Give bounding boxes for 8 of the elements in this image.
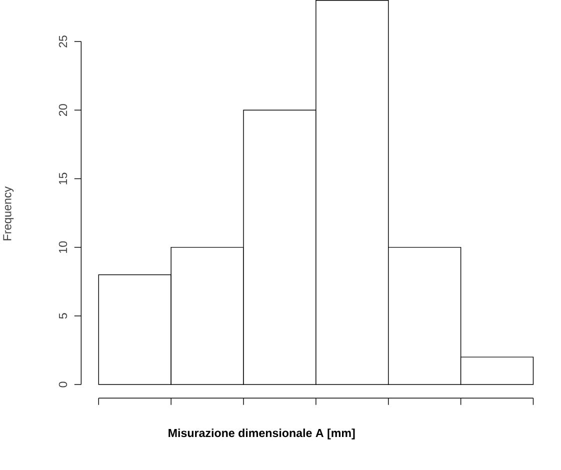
y-axis-title: Frequency	[3, 186, 14, 240]
y-tick-label: 25	[58, 36, 68, 48]
y-tick-label: 20	[58, 104, 68, 116]
y-tick-label: 10	[58, 242, 68, 254]
y-tick-label: 15	[59, 172, 68, 184]
x-axis-title: Misurazione dimensionale A [mm]	[168, 428, 355, 440]
y-tick-label: 0	[58, 382, 68, 388]
y-tick-label: 5	[59, 313, 68, 319]
